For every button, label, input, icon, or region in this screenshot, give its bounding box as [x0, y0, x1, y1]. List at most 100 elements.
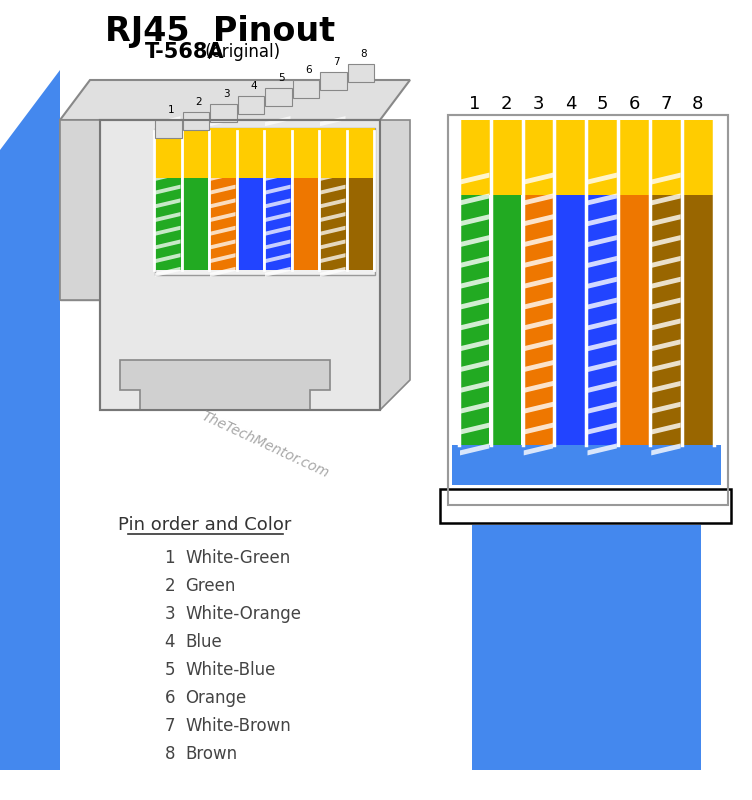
- Text: 1: 1: [165, 549, 175, 567]
- Polygon shape: [460, 443, 490, 455]
- Polygon shape: [210, 171, 235, 181]
- Polygon shape: [380, 120, 410, 410]
- Polygon shape: [210, 158, 235, 167]
- Bar: [347, 64, 374, 82]
- Polygon shape: [523, 298, 553, 310]
- Polygon shape: [651, 360, 681, 372]
- Polygon shape: [460, 381, 490, 393]
- Text: 6: 6: [305, 65, 312, 75]
- Text: T-568A: T-568A: [145, 42, 225, 62]
- Polygon shape: [210, 198, 235, 208]
- Text: 7: 7: [660, 95, 672, 113]
- Polygon shape: [587, 443, 617, 455]
- Text: 8: 8: [692, 95, 704, 113]
- Polygon shape: [460, 298, 490, 310]
- Polygon shape: [460, 194, 490, 206]
- Polygon shape: [210, 239, 235, 250]
- Bar: [460, 120, 490, 195]
- Text: 7: 7: [165, 717, 175, 735]
- Polygon shape: [460, 360, 490, 372]
- Text: White-Green: White-Green: [185, 549, 290, 567]
- Polygon shape: [155, 253, 180, 263]
- Polygon shape: [265, 143, 290, 154]
- Polygon shape: [651, 214, 681, 226]
- Bar: [459, 120, 715, 195]
- Text: 8: 8: [165, 745, 175, 763]
- Polygon shape: [0, 70, 60, 380]
- Polygon shape: [587, 422, 617, 434]
- Polygon shape: [320, 185, 345, 194]
- Bar: [210, 133, 235, 270]
- Polygon shape: [210, 143, 235, 154]
- Text: TheTechMentor.com: TheTechMentor.com: [199, 410, 331, 481]
- Bar: [523, 120, 553, 195]
- Polygon shape: [587, 339, 617, 351]
- Bar: [440, 489, 731, 523]
- Polygon shape: [651, 318, 681, 330]
- Bar: [620, 120, 649, 195]
- Polygon shape: [587, 381, 617, 393]
- Polygon shape: [523, 194, 553, 206]
- Bar: [347, 133, 373, 270]
- Polygon shape: [155, 116, 180, 126]
- Polygon shape: [523, 360, 553, 372]
- Text: White-Brown: White-Brown: [185, 717, 291, 735]
- Polygon shape: [320, 158, 345, 167]
- Polygon shape: [523, 318, 553, 330]
- Polygon shape: [460, 402, 490, 414]
- Polygon shape: [460, 339, 490, 351]
- Polygon shape: [210, 185, 235, 194]
- Text: 8: 8: [360, 49, 367, 59]
- Text: 1: 1: [168, 105, 174, 115]
- Polygon shape: [587, 235, 617, 247]
- Polygon shape: [320, 226, 345, 236]
- Polygon shape: [460, 422, 490, 434]
- Polygon shape: [155, 143, 180, 154]
- Polygon shape: [320, 198, 345, 208]
- Polygon shape: [120, 360, 330, 410]
- Text: White-Orange: White-Orange: [185, 605, 301, 623]
- Bar: [472, 525, 701, 770]
- Polygon shape: [320, 143, 345, 154]
- Polygon shape: [210, 212, 235, 222]
- Text: 4: 4: [565, 95, 576, 113]
- Polygon shape: [210, 253, 235, 263]
- Bar: [448, 115, 728, 505]
- Polygon shape: [265, 212, 290, 222]
- Polygon shape: [651, 381, 681, 393]
- Polygon shape: [100, 120, 380, 410]
- Text: 1: 1: [469, 95, 481, 113]
- Polygon shape: [265, 239, 290, 250]
- Polygon shape: [587, 194, 617, 206]
- Bar: [265, 133, 290, 270]
- Polygon shape: [523, 256, 553, 268]
- Polygon shape: [587, 298, 617, 310]
- Polygon shape: [60, 270, 380, 300]
- Polygon shape: [587, 173, 617, 185]
- Polygon shape: [0, 300, 60, 410]
- Polygon shape: [265, 198, 290, 208]
- Text: 3: 3: [165, 605, 175, 623]
- Bar: [492, 120, 521, 195]
- Bar: [460, 195, 490, 445]
- Polygon shape: [320, 239, 345, 250]
- Bar: [155, 128, 375, 275]
- Bar: [448, 115, 728, 505]
- Polygon shape: [60, 120, 100, 300]
- Polygon shape: [320, 253, 345, 263]
- Polygon shape: [265, 130, 290, 140]
- Bar: [556, 120, 585, 195]
- Polygon shape: [587, 318, 617, 330]
- Bar: [683, 195, 712, 445]
- Polygon shape: [210, 226, 235, 236]
- Bar: [0, 340, 60, 770]
- Polygon shape: [587, 256, 617, 268]
- Polygon shape: [523, 277, 553, 289]
- Text: RJ45  Pinout: RJ45 Pinout: [105, 15, 335, 49]
- Polygon shape: [155, 267, 180, 277]
- Polygon shape: [155, 226, 180, 236]
- Text: 3: 3: [532, 95, 544, 113]
- Text: 4: 4: [165, 633, 175, 651]
- Polygon shape: [265, 158, 290, 167]
- Polygon shape: [460, 235, 490, 247]
